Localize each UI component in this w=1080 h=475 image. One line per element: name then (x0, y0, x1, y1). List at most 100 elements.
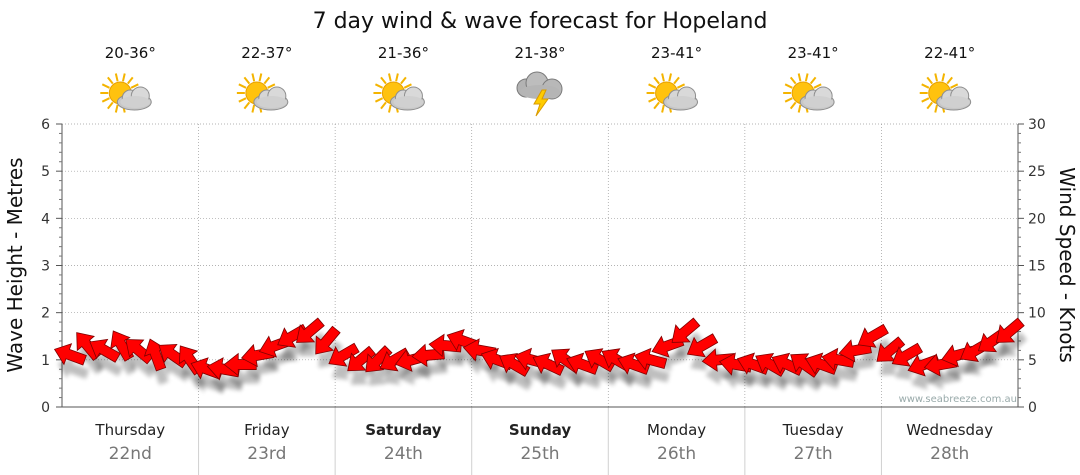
sun-ray (797, 73, 802, 82)
sun-ray (661, 104, 665, 113)
wind-arrow (566, 352, 599, 375)
cloud-shape (663, 86, 699, 111)
sun-ray (114, 104, 119, 113)
day-date-label: 28th (930, 444, 969, 464)
sun-ray (388, 73, 392, 82)
sun-ray (921, 97, 930, 103)
left-tick-label: 2 (41, 306, 50, 322)
wind-arrow-shadow (675, 332, 703, 357)
sun-ray (101, 83, 110, 89)
sun-ray (388, 104, 392, 113)
day-temperature: 21-38° (514, 44, 565, 62)
day-date-label: 25th (520, 444, 559, 464)
sun-ray (403, 83, 412, 89)
wind-arrow (53, 343, 87, 366)
storm-icon (516, 71, 563, 117)
day-temperature: 21-36° (378, 44, 429, 62)
day-date-label: 24th (384, 444, 423, 464)
left-tick-label: 3 (41, 259, 50, 275)
sun-ray (238, 83, 247, 89)
day-temperature: 20-36° (105, 44, 156, 62)
sun-cloud-icon (919, 73, 972, 113)
lightning-bolt (533, 89, 549, 117)
watermark: www.seabreeze.com.au (899, 394, 1017, 405)
day-date-label: 27th (794, 444, 833, 464)
wind-arrow (365, 345, 393, 373)
sun-ray (126, 76, 134, 85)
wind-arrow (296, 317, 325, 343)
sun-ray (653, 76, 660, 85)
sun-ray (673, 76, 680, 85)
day-name-label: Saturday (365, 421, 442, 439)
sun-ray (243, 76, 251, 85)
sun-ray (107, 101, 114, 110)
sun-cloud-icon (646, 73, 699, 113)
left-tick-label: 4 (41, 211, 50, 227)
sun-ray (950, 83, 959, 89)
day-date-label: 26th (657, 444, 696, 464)
sun-ray (107, 76, 114, 85)
sun-ray (946, 76, 953, 85)
sun-cloud-icon (236, 73, 289, 113)
wind-arrow (532, 352, 565, 376)
right-tick-label: 30 (1028, 117, 1046, 133)
sun-ray (668, 73, 672, 82)
left-tick-label: 0 (41, 400, 50, 416)
day-name-label: Wednesday (906, 421, 993, 439)
day-name-label: Monday (647, 421, 706, 439)
wind-arrow-shadow (299, 332, 328, 357)
sun-ray (809, 76, 817, 85)
wind-arrow-shadow (128, 353, 157, 378)
day-date-label: 22nd (109, 444, 152, 464)
sun-ray (395, 73, 399, 82)
wind-arrow-shadow (620, 367, 653, 389)
sun-ray (251, 73, 256, 82)
wind-arrow (499, 353, 531, 377)
sun-ray (121, 73, 126, 82)
day-name-label: Thursday (94, 421, 165, 439)
sun-ray (784, 97, 793, 103)
sun-ray (661, 73, 665, 82)
sun-ray (653, 101, 660, 110)
wind-arrow-shadow (569, 367, 602, 389)
cloud-shape (936, 86, 972, 111)
day-temperature: 22-37° (241, 44, 292, 62)
wind-arrow (328, 342, 360, 367)
wind-arrow-shadow (502, 367, 533, 391)
right-tick-label: 15 (1028, 259, 1046, 275)
day-name-label: Friday (244, 421, 290, 439)
sun-cloud-icon (373, 73, 425, 113)
sun-ray (114, 73, 119, 82)
wind-arrow (89, 338, 121, 363)
sun-ray (676, 83, 686, 89)
right-tick-label: 25 (1028, 164, 1046, 180)
sun-ray (380, 101, 387, 110)
cloud-shape (516, 71, 563, 100)
sun-ray (789, 76, 797, 85)
chart-title: 7 day wind & wave forecast for Hopeland (313, 9, 768, 34)
cloud-shape (116, 86, 152, 111)
wind-arrow-shadow (999, 332, 1028, 357)
sun-ray (921, 83, 930, 89)
wind-arrow (347, 345, 377, 372)
sun-ray (648, 83, 657, 89)
sun-ray (238, 97, 247, 103)
cloud-shape (253, 86, 289, 111)
day-temperature: 23-41° (651, 44, 702, 62)
sun-ray (934, 73, 939, 82)
sun-ray (267, 83, 276, 89)
sun-ray (263, 76, 271, 85)
sun-cloud-icon (100, 73, 152, 113)
sun-ray (648, 97, 657, 103)
wind-arrow (995, 317, 1025, 343)
sun-ray (941, 73, 946, 82)
wind-arrow-shadow (793, 367, 823, 392)
day-name-label: Sunday (509, 421, 572, 439)
sun-ray (243, 101, 251, 110)
day-temperature: 22-41° (924, 44, 975, 62)
wind-arrow (633, 347, 668, 371)
wind-arrow (686, 333, 719, 358)
sun-ray (797, 104, 802, 113)
sun-ray (251, 104, 256, 113)
sun-ray (374, 97, 384, 103)
